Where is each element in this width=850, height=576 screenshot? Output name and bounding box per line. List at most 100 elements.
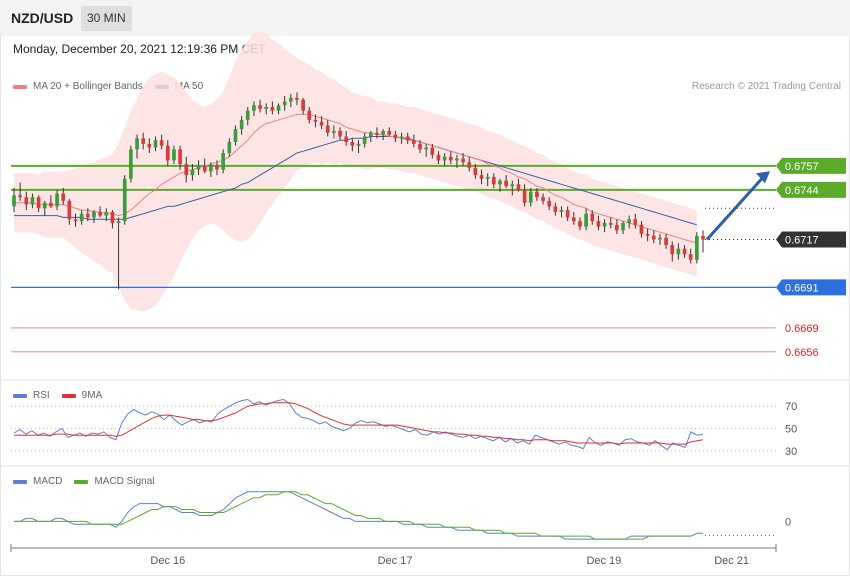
macd-legend: MACD MACD Signal xyxy=(13,476,166,487)
rsi-line xyxy=(13,398,704,451)
candle-body xyxy=(399,136,404,139)
macd-swatch xyxy=(13,479,27,484)
candle-body xyxy=(627,219,632,223)
timestamp: Monday, December 20, 2021 12:19:36 PM CE… xyxy=(13,42,266,56)
legend-macd-label: MACD xyxy=(33,476,63,487)
candle-body xyxy=(221,153,225,170)
candle-body xyxy=(664,237,668,246)
x-tick-label: Dec 17 xyxy=(378,555,413,567)
candle-body xyxy=(209,165,213,172)
candle-body xyxy=(24,197,29,205)
candle-body xyxy=(608,222,613,225)
candle-body xyxy=(418,143,422,150)
candle-body xyxy=(492,176,496,185)
candle-body xyxy=(147,143,152,148)
legend-rsi-ma: 9MA xyxy=(61,390,102,401)
rsi-ma-line xyxy=(14,402,704,445)
candle-body xyxy=(252,105,256,111)
price-tag-label: 0.6717 xyxy=(785,235,819,247)
candle-body xyxy=(651,235,656,240)
ma50-line xyxy=(14,136,697,226)
candle-body xyxy=(227,142,232,154)
x-tick-label: Dec 16 xyxy=(150,555,185,567)
candle-body xyxy=(615,224,619,231)
price-tag-support_blue xyxy=(776,279,846,296)
candle-body xyxy=(381,130,385,135)
candle-body xyxy=(332,130,336,133)
candle-body xyxy=(590,213,595,222)
candle-body xyxy=(79,213,84,222)
candle-body xyxy=(295,97,299,100)
candle-body xyxy=(258,105,262,109)
candle-body xyxy=(42,202,47,209)
timeframe-badge[interactable]: 30 MIN xyxy=(81,6,132,31)
candle-body xyxy=(270,107,275,111)
candle-body xyxy=(473,167,478,176)
candle-body xyxy=(461,158,465,163)
legend-macd: MACD xyxy=(13,476,62,487)
candle-body xyxy=(301,99,305,111)
price-tag-last xyxy=(776,231,846,248)
legend-ma20-label: MA 20 + Bollinger Bands xyxy=(33,81,143,92)
candle-body xyxy=(61,193,66,201)
candle-body xyxy=(129,149,133,179)
candle-body xyxy=(104,211,109,216)
rsi-tick-label: 50 xyxy=(785,424,797,436)
candle-body xyxy=(553,206,558,212)
candle-body xyxy=(639,224,644,234)
legend-rsi: RSI xyxy=(13,390,50,401)
candle-body xyxy=(289,97,293,102)
candle-body xyxy=(344,136,349,142)
candle-body xyxy=(307,110,312,120)
candle-body xyxy=(159,140,164,146)
candle-body xyxy=(682,248,687,255)
candle-body xyxy=(141,138,146,144)
candle-body xyxy=(338,130,342,137)
legend-ma20: MA 20 + Bollinger Bands xyxy=(13,81,143,92)
candle-body xyxy=(49,202,53,207)
candle-body xyxy=(676,248,681,255)
candle-body xyxy=(215,165,219,170)
candle-body xyxy=(276,105,281,111)
price-tag-label: 0.6656 xyxy=(785,347,819,359)
candle-body xyxy=(516,184,521,190)
legend-macd-signal: MACD Signal xyxy=(74,476,154,487)
candle-body xyxy=(184,164,189,176)
candle-body xyxy=(510,184,515,187)
candle-body xyxy=(18,195,22,198)
candle-body xyxy=(116,221,121,223)
candle-body xyxy=(350,142,355,146)
candle-body xyxy=(688,254,693,260)
candle-body xyxy=(578,221,582,227)
candle-body xyxy=(455,158,459,161)
macd-tick-label: 0 xyxy=(785,516,791,528)
price-tag-resistance xyxy=(776,157,846,174)
candle-body xyxy=(172,149,176,161)
candle-body xyxy=(98,211,102,216)
candle-body xyxy=(165,145,170,161)
legend-macd-signal-label: MACD Signal xyxy=(94,476,155,487)
candle-body xyxy=(12,195,16,207)
x-tick-label: Dec 19 xyxy=(586,555,621,567)
candle-body xyxy=(701,235,705,240)
candle-body xyxy=(571,217,576,222)
candle-body xyxy=(498,180,502,185)
candle-body xyxy=(325,125,330,133)
candle-body xyxy=(196,165,201,170)
candle-body xyxy=(584,213,588,227)
price-tag-label: 0.6669 xyxy=(785,323,819,335)
candle-body xyxy=(559,210,564,212)
candle-body xyxy=(245,110,250,120)
candle-body xyxy=(658,237,662,240)
rsi-ma-swatch xyxy=(61,393,76,398)
candle-body xyxy=(633,219,638,225)
candle-body xyxy=(485,176,490,179)
candle-body xyxy=(504,180,508,187)
candle-body xyxy=(30,197,35,205)
x-tick-label: Dec 21 xyxy=(714,555,749,567)
candle-body xyxy=(36,197,41,209)
bollinger-band-area xyxy=(14,31,697,312)
forecast-arrow-head xyxy=(756,171,770,184)
legend-ma50-label: MA 50 xyxy=(174,81,204,92)
